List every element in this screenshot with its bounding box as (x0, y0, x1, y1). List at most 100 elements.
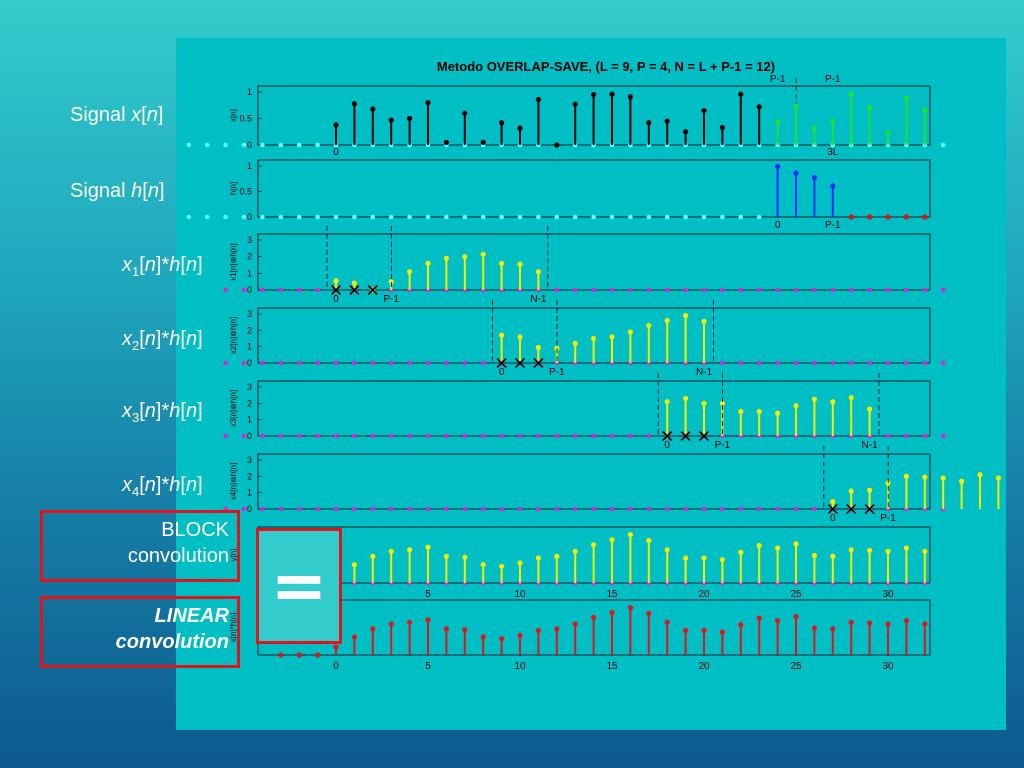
conv1-baseline-point (738, 287, 744, 293)
conv1-baseline-point (848, 287, 854, 293)
conv1-baseline-point (591, 287, 596, 293)
linear-xtick-label: 30 (882, 661, 894, 672)
conv3-baseline-point (609, 433, 615, 439)
equals-sign-box: = (256, 528, 342, 644)
hn-point (848, 214, 854, 220)
hn-baseline-point (720, 214, 725, 220)
hn-baseline-point (664, 214, 670, 220)
xn-point (462, 110, 468, 116)
block-point (572, 548, 578, 554)
block-xtick-label: 15 (606, 589, 618, 600)
conv4-baseline-point (333, 506, 339, 512)
conv2-baseline-point (940, 360, 946, 366)
ytick-label: 0.5 (239, 114, 252, 124)
conv3-baseline-point (223, 433, 228, 439)
conv3-baseline-point (388, 433, 394, 439)
conv4-baseline-point (738, 506, 744, 512)
conv1-baseline-point (775, 287, 780, 293)
hn-baseline-point (407, 214, 412, 220)
hn-point (885, 214, 891, 220)
linear-point (627, 605, 633, 611)
conv2-point (591, 335, 597, 342)
conv4-baseline-point (425, 506, 431, 512)
ylabel-4: x3[n]⊗h[n] (229, 390, 238, 427)
discard-x-mark (330, 284, 342, 296)
conv3-point (811, 396, 818, 402)
chart-title: Metodo OVERLAP-SAVE, (L = 9, P = 4, N = … (437, 59, 775, 74)
block-xtick-label: 20 (698, 589, 710, 600)
conv4-point (959, 478, 965, 484)
conv1-point (443, 255, 449, 261)
xn-point (443, 139, 449, 145)
conv3-baseline-point (554, 433, 560, 439)
conv3-baseline-point (333, 433, 339, 439)
linear-point (333, 644, 339, 650)
conv4-point (995, 475, 1002, 481)
block-point (701, 555, 707, 561)
linear-point (848, 619, 854, 625)
conv-annotation-0: 0 (499, 367, 505, 378)
conv1-point (407, 269, 413, 275)
conv4-point (848, 488, 854, 494)
block-point (462, 554, 468, 560)
conv3-point (756, 408, 762, 415)
linear-xtick-label: 10 (514, 661, 526, 672)
hn-point (775, 163, 781, 170)
hn-baseline-point (315, 214, 320, 220)
conv4-baseline-point (407, 506, 412, 512)
conv2-baseline-point (223, 360, 228, 366)
conv3-point (848, 395, 854, 401)
xn-point (370, 106, 376, 112)
block-point (627, 532, 633, 538)
conv4-baseline-point (278, 506, 284, 512)
block-point (499, 563, 505, 569)
conv4-point (830, 499, 836, 505)
conv-annotation-p1: P-1 (549, 367, 565, 378)
xn-baseline-point (223, 142, 228, 148)
conv4-baseline-point (554, 506, 560, 512)
linear-point (591, 614, 597, 621)
xn-baseline-point (260, 142, 265, 148)
label-signal-h: Signal h[n] (70, 180, 165, 202)
ylabel-0: x[n] (229, 109, 238, 122)
conv4-baseline-point (517, 506, 523, 512)
conv2-point (664, 317, 670, 324)
linear-point (867, 620, 873, 626)
conv4-baseline-point (683, 506, 688, 512)
block-xtick-label: 30 (882, 589, 894, 600)
conv3-baseline-point (646, 433, 652, 439)
linear-point (683, 627, 689, 634)
conv-annotation-n1: N-1 (696, 367, 713, 378)
xn-point (646, 120, 652, 126)
hn-baseline-point (536, 214, 541, 220)
discard-x-mark (349, 284, 360, 296)
xn-point (793, 103, 799, 109)
xn-annotation-3L: 3L (827, 147, 839, 158)
conv4-baseline-point (701, 506, 707, 512)
conv4-baseline-point (793, 506, 799, 512)
conv3-point (664, 399, 670, 405)
axes-frame-4 (257, 380, 931, 437)
equals-sign: = (270, 546, 328, 626)
block-xtick-label: 10 (514, 589, 526, 600)
conv3-point (719, 400, 726, 406)
linear-point (480, 634, 486, 640)
discard-x-mark (514, 357, 526, 369)
ylabel-7: x[n]*h[n] (229, 613, 238, 642)
linear-point (517, 632, 523, 639)
xn-point (664, 118, 670, 124)
conv2-baseline-point (756, 360, 762, 366)
hn-baseline-point (352, 214, 357, 220)
conv4-baseline-point (664, 506, 670, 512)
block-point (609, 537, 615, 543)
conv3-baseline-point (352, 433, 357, 439)
label-signal-x: Signal x[n] (70, 104, 164, 126)
conv-annotation-p1: P-1 (715, 440, 731, 451)
conv-annotation-p1: P-1 (880, 513, 896, 524)
conv-annotation-0: 0 (664, 440, 670, 451)
block-point (425, 544, 431, 550)
conv3-baseline-point (425, 433, 431, 439)
conv4-baseline-point (572, 506, 578, 512)
hn-baseline-point (425, 214, 431, 220)
conv4-baseline-point (315, 506, 320, 512)
